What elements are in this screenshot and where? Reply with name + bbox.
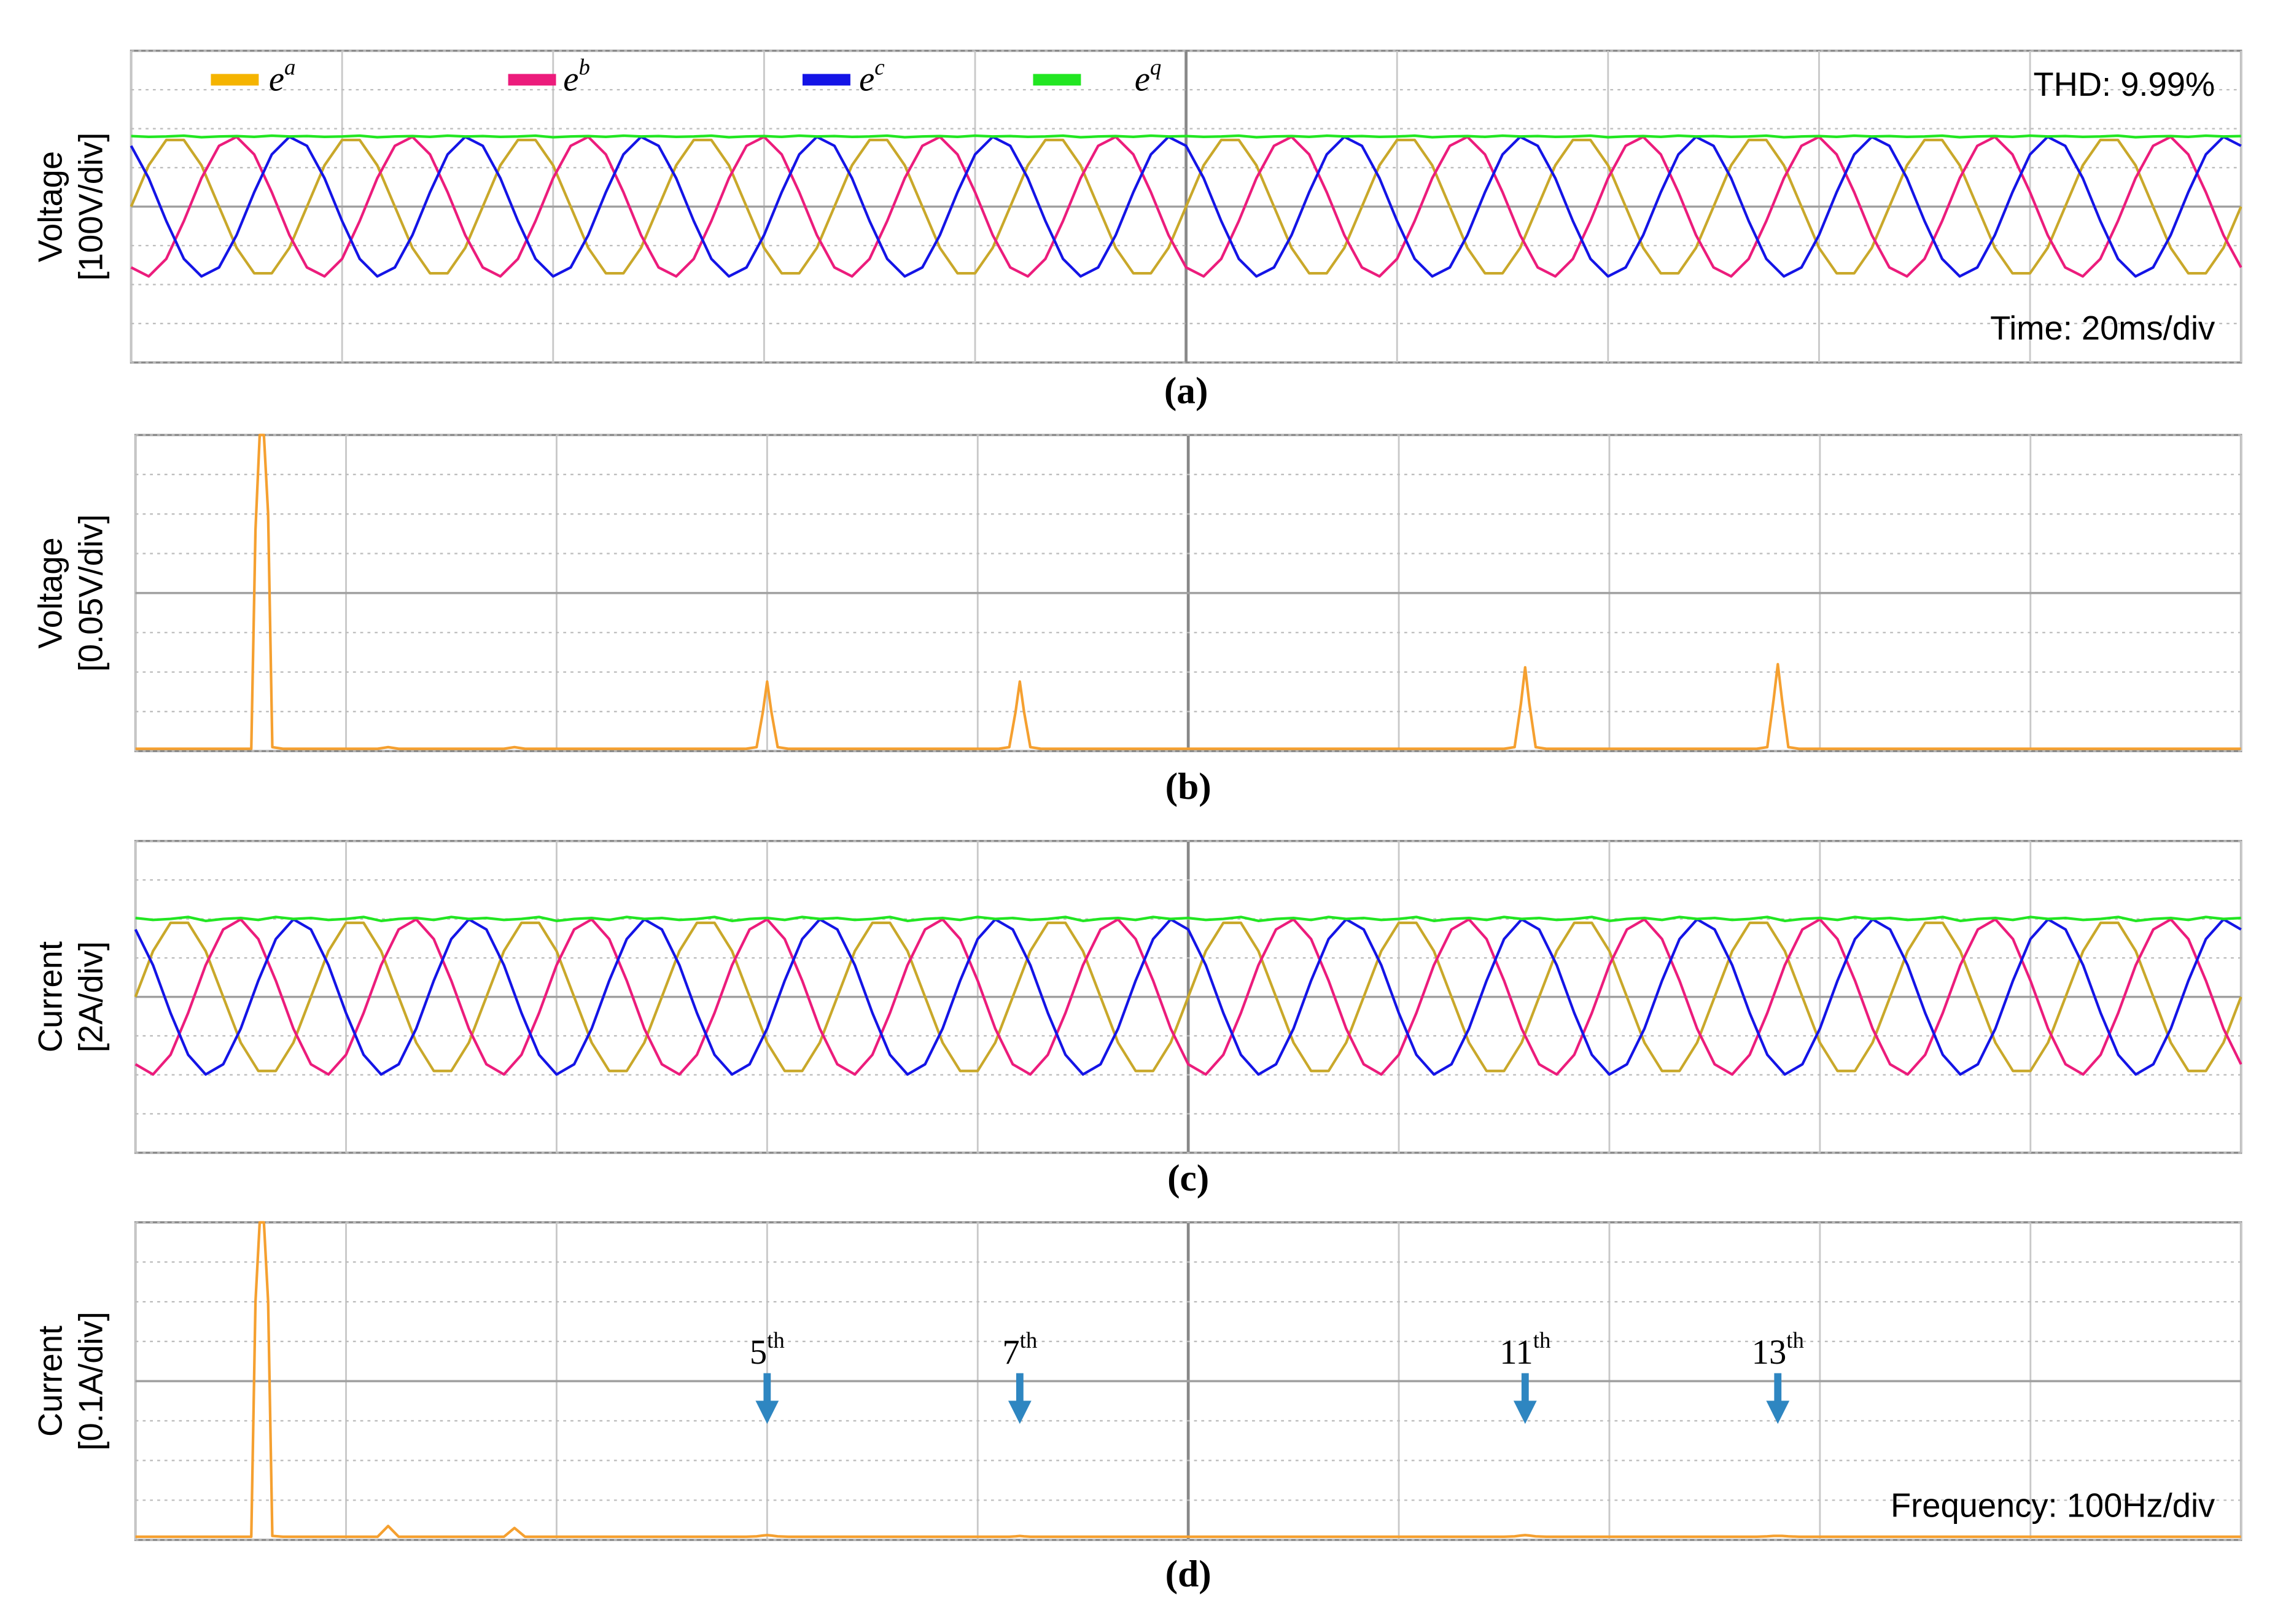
legend-swatch: [211, 74, 259, 86]
trace: [134, 918, 2242, 1076]
legend-label: eb: [563, 55, 590, 99]
harmonic-label: 5th: [750, 1327, 785, 1372]
note: Frequency: 100Hz/div: [1891, 1486, 2215, 1524]
note: Time: 20ms/div: [1990, 309, 2215, 347]
legend-swatch: [508, 74, 556, 86]
legend-label: ec: [859, 55, 885, 99]
harmonic-arrow: [1513, 1373, 1537, 1424]
harmonic-arrow: [1008, 1373, 1032, 1424]
y-axis-label: Voltage: [31, 151, 69, 262]
panel-caption: (a): [1164, 370, 1208, 411]
harmonic-label: 13th: [1752, 1327, 1804, 1372]
panel: ea eb ec eq THD: 9.99% Time: 20ms/div: [130, 49, 2242, 364]
y-axis-label: Current: [31, 941, 69, 1052]
harmonic-arrow: [1766, 1373, 1790, 1424]
legend-swatch: [1033, 74, 1081, 86]
legend-label: eq: [1135, 55, 1162, 99]
y-axis-label: [100V/div]: [72, 133, 109, 281]
trace: [135, 1221, 2241, 1538]
harmonic-label: 11th: [1499, 1327, 1550, 1372]
y-axis-label: [0.1A/div]: [72, 1311, 109, 1450]
trace: [130, 138, 2242, 275]
panel: [134, 433, 2242, 753]
legend-swatch: [802, 74, 850, 86]
panel-caption: (d): [1165, 1553, 1211, 1595]
legend-label: ea: [269, 55, 296, 99]
trace: [130, 135, 2242, 278]
trace: [135, 915, 2241, 922]
y-axis-label: [2A/div]: [72, 941, 109, 1052]
y-axis-label: Voltage: [31, 537, 69, 648]
y-axis-label: Current: [31, 1326, 69, 1437]
panel-caption: (b): [1165, 766, 1211, 807]
panel: Frequency: 100Hz/div 5th 7th 11th 13th: [134, 1221, 2242, 1541]
panel: [134, 839, 2242, 1154]
trace: [131, 134, 2241, 139]
panel-caption: (c): [1167, 1157, 1209, 1199]
trace: [130, 135, 2242, 278]
trace: [134, 921, 2242, 1073]
trace: [134, 918, 2242, 1076]
harmonic-label: 7th: [1002, 1327, 1037, 1372]
trace: [135, 433, 2241, 750]
harmonic-arrow: [755, 1373, 779, 1424]
note: THD: 9.99%: [2033, 66, 2215, 103]
y-axis-label: [0.05V/div]: [72, 515, 109, 672]
